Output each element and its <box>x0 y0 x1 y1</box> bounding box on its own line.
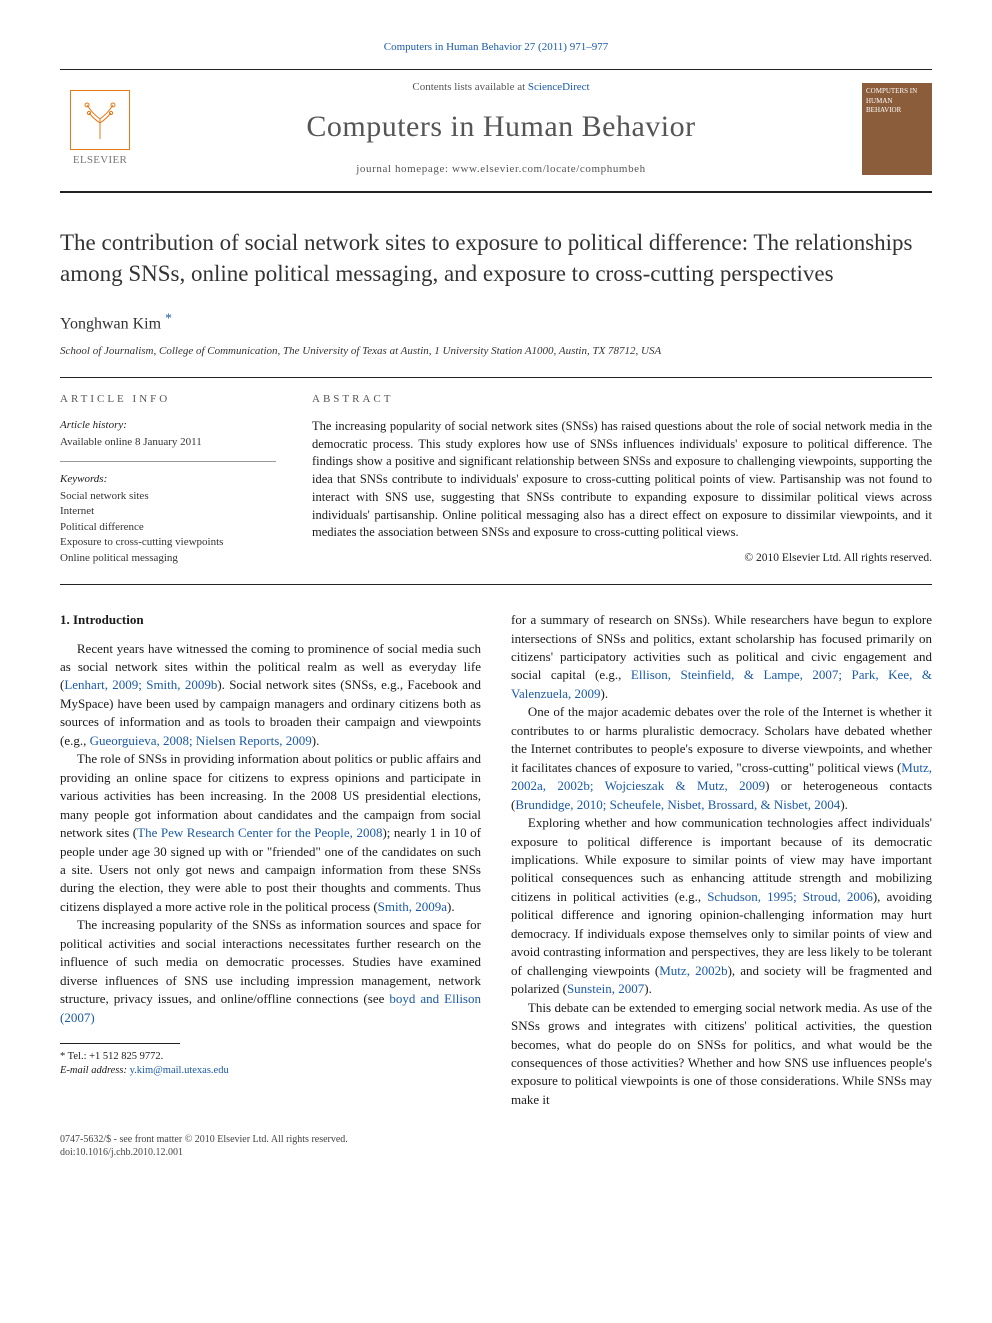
body-columns: 1. Introduction Recent years have witnes… <box>60 611 932 1109</box>
corresponding-footnote: * Tel.: +1 512 825 9772. E-mail address:… <box>60 1050 481 1077</box>
issn-block: 0747-5632/$ - see front matter © 2010 El… <box>60 1133 932 1159</box>
body-para: for a summary of research on SNSs). Whil… <box>511 611 932 703</box>
journal-cover-thumb: COMPUTERS IN HUMAN BEHAVIOR <box>862 83 932 175</box>
citation-link[interactable]: Computers in Human Behavior 27 (2011) 97… <box>384 41 608 53</box>
keyword-item: Exposure to cross-cutting viewpoints <box>60 535 276 550</box>
abstract-heading: abstract <box>312 392 932 407</box>
cite-link[interactable]: Lenhart, 2009; Smith, 2009b <box>64 677 217 692</box>
publisher-logo: ELSEVIER <box>60 85 140 173</box>
body-para: The role of SNSs in providing informatio… <box>60 750 481 916</box>
header-center: Contents lists available at ScienceDirec… <box>158 80 844 177</box>
article-info-col: article info Article history: Available … <box>60 392 276 566</box>
body-para: This debate can be extended to emerging … <box>511 999 932 1110</box>
sciencedirect-link[interactable]: ScienceDirect <box>528 81 590 93</box>
body-para: One of the major academic debates over t… <box>511 703 932 814</box>
history-line: Available online 8 January 2011 <box>60 435 276 450</box>
homepage-prefix: journal homepage: <box>356 163 452 175</box>
contents-prefix: Contents lists available at <box>412 81 527 93</box>
homepage-url: www.elsevier.com/locate/comphumbeh <box>452 163 646 175</box>
cite-link[interactable]: Sunstein, 2007 <box>567 981 644 996</box>
homepage-line: journal homepage: www.elsevier.com/locat… <box>158 162 844 177</box>
author-marker[interactable]: * <box>165 316 172 333</box>
tel-value: +1 512 825 9772. <box>89 1051 163 1062</box>
email-link[interactable]: y.kim@mail.utexas.edu <box>130 1065 229 1076</box>
elsevier-tree-icon <box>70 90 130 150</box>
keyword-item: Online political messaging <box>60 551 276 566</box>
journal-name: Computers in Human Behavior <box>158 106 844 148</box>
publisher-name: ELSEVIER <box>73 153 127 168</box>
meta-row: article info Article history: Available … <box>60 377 932 585</box>
cite-link[interactable]: Gueorguieva, 2008; Nielsen Reports, 2009 <box>90 733 312 748</box>
keyword-item: Internet <box>60 504 276 519</box>
body-para: Exploring whether and how communication … <box>511 814 932 999</box>
tel-label: * Tel.: <box>60 1051 89 1062</box>
cite-link[interactable]: Smith, 2009a <box>378 899 447 914</box>
abstract-copyright: © 2010 Elsevier Ltd. All rights reserved… <box>312 550 932 566</box>
body-para: The increasing popularity of the SNSs as… <box>60 916 481 1027</box>
footnote-separator <box>60 1043 180 1044</box>
keywords-list: Social network sites Internet Political … <box>60 489 276 566</box>
email-label: E-mail address: <box>60 1065 130 1076</box>
history-label: Article history: <box>60 418 276 433</box>
keyword-item: Social network sites <box>60 489 276 504</box>
contents-line: Contents lists available at ScienceDirec… <box>158 80 844 95</box>
cover-label: COMPUTERS IN HUMAN BEHAVIOR <box>866 87 928 116</box>
section-heading: 1. Introduction <box>60 611 481 629</box>
affiliation: School of Journalism, College of Communi… <box>60 344 932 359</box>
keywords-label: Keywords: <box>60 472 276 487</box>
abstract-col: abstract The increasing popularity of so… <box>312 392 932 566</box>
article-title: The contribution of social network sites… <box>60 227 932 289</box>
history-block: Article history: Available online 8 Janu… <box>60 418 276 462</box>
doi-line: doi:10.1016/j.chb.2010.12.001 <box>60 1146 932 1159</box>
citation-line: Computers in Human Behavior 27 (2011) 97… <box>60 40 932 55</box>
body-para: Recent years have witnessed the coming t… <box>60 640 481 751</box>
cite-link[interactable]: Mutz, 2002b <box>659 963 727 978</box>
cite-link[interactable]: The Pew Research Center for the People, … <box>137 825 382 840</box>
cite-link[interactable]: Schudson, 1995; Stroud, 2006 <box>707 889 873 904</box>
keyword-item: Political difference <box>60 520 276 535</box>
abstract-text: The increasing popularity of social netw… <box>312 418 932 542</box>
author-name: Yonghwan Kim <box>60 316 161 333</box>
cite-link[interactable]: Brundidge, 2010; Scheufele, Nisbet, Bros… <box>515 797 840 812</box>
author-line: Yonghwan Kim * <box>60 309 932 336</box>
info-heading: article info <box>60 392 276 407</box>
issn-line: 0747-5632/$ - see front matter © 2010 El… <box>60 1133 932 1146</box>
journal-header: ELSEVIER Contents lists available at Sci… <box>60 69 932 193</box>
